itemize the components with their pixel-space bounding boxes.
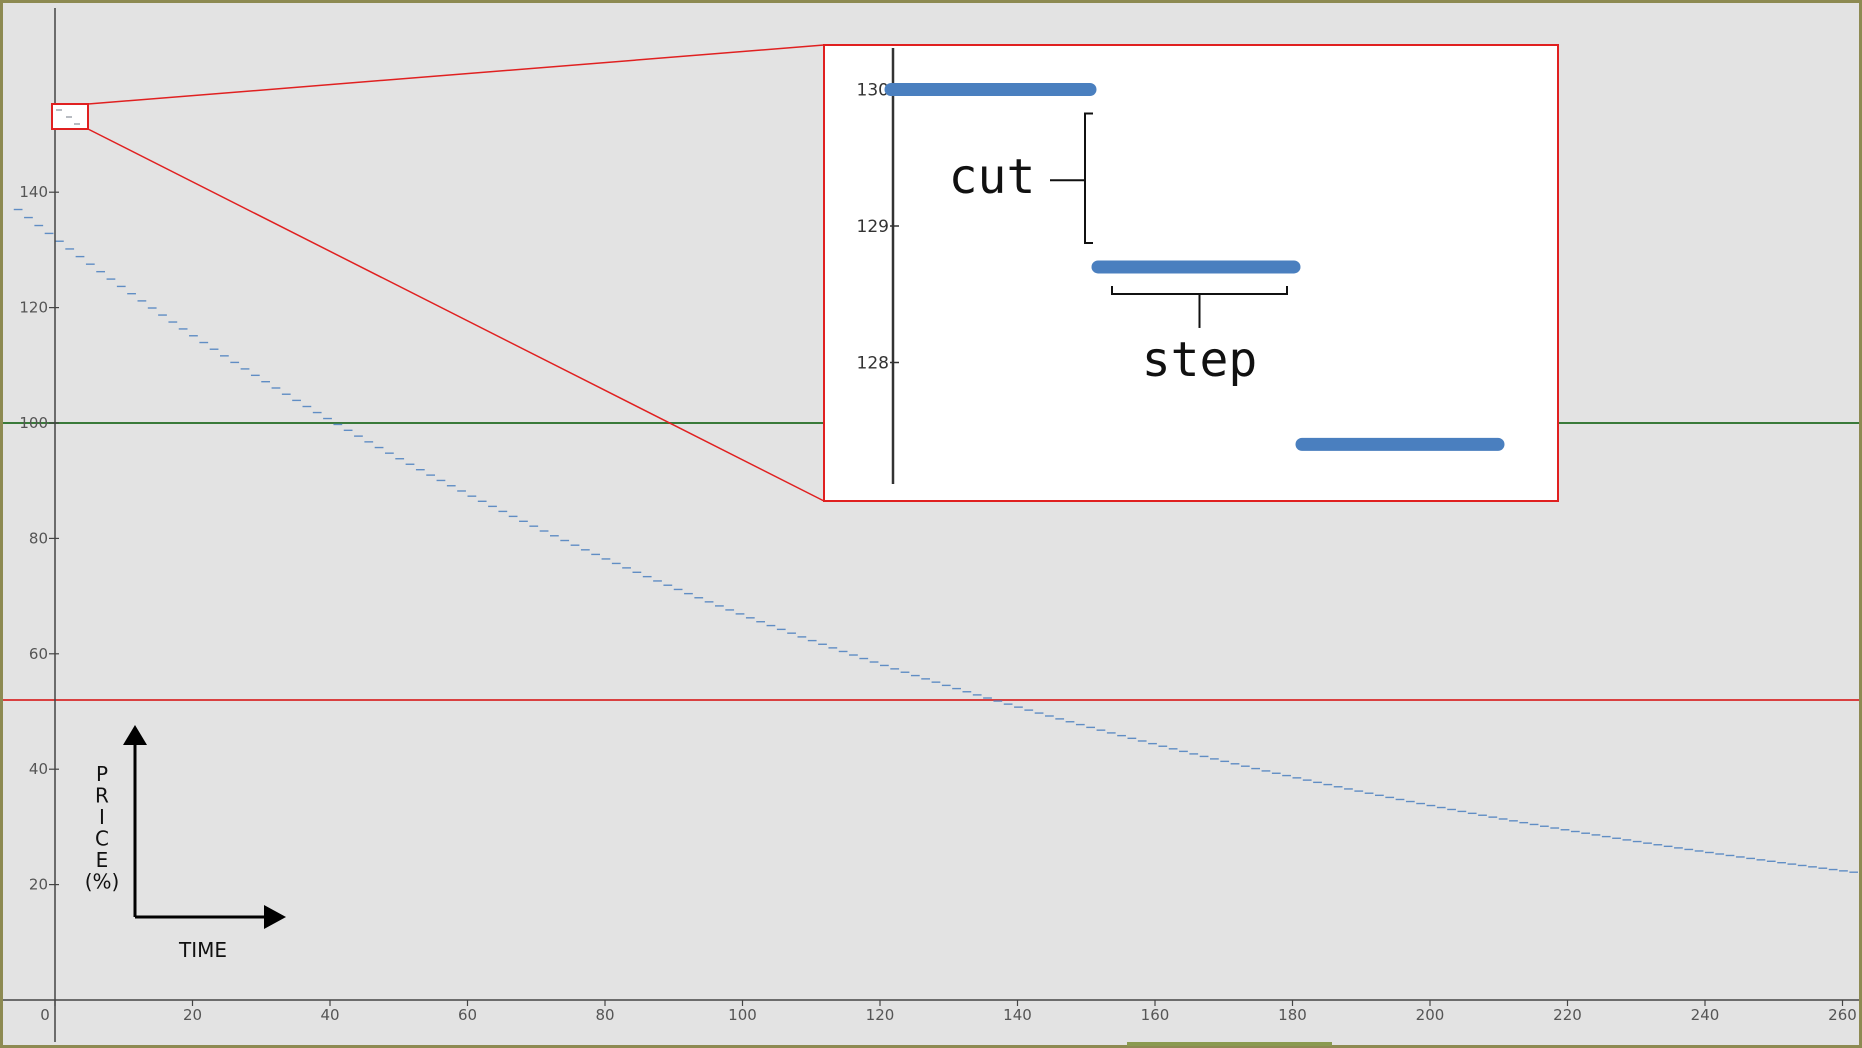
- x-tick-label: 240: [1691, 1006, 1720, 1024]
- legend-x-arrowhead: [264, 905, 286, 929]
- x-tick-label: 0: [40, 1006, 50, 1024]
- y-tick-label: 20: [29, 876, 48, 894]
- x-tick-label: 260: [1828, 1006, 1857, 1024]
- cut-bracket: [1084, 112, 1093, 244]
- inset-y-tick-label: 129: [857, 217, 889, 237]
- x-tick-label: 160: [1141, 1006, 1170, 1024]
- step-annotation: step: [1142, 332, 1258, 388]
- x-tick-label: 40: [320, 1006, 339, 1024]
- x-tick-label: 200: [1416, 1006, 1445, 1024]
- y-axis-label-letter: (%): [85, 870, 120, 894]
- zoom-connector-top: [87, 44, 825, 105]
- inset-y-tick-label: 130: [857, 81, 889, 101]
- x-tick-label: 120: [866, 1006, 895, 1024]
- legend-y-arrowhead: [123, 725, 147, 745]
- x-tick-label: 180: [1278, 1006, 1307, 1024]
- y-tick-label: 120: [19, 299, 48, 317]
- y-tick-label: 40: [29, 760, 48, 778]
- y-axis-label-letter: C: [95, 827, 109, 851]
- x-tick-label: 100: [728, 1006, 757, 1024]
- y-axis-label-letter: R: [95, 784, 109, 808]
- y-tick-label: 60: [29, 645, 48, 663]
- x-tick-label: 140: [1003, 1006, 1032, 1024]
- x-tick-label: 60: [458, 1006, 477, 1024]
- y-tick-label: 140: [19, 183, 48, 201]
- x-axis-label: TIME: [178, 938, 227, 962]
- y-axis-label-letter: I: [99, 805, 105, 829]
- x-tick-label: 20: [183, 1006, 202, 1024]
- x-tick-label: 220: [1553, 1006, 1582, 1024]
- cut-annotation: cut: [949, 149, 1036, 205]
- bottom-scroll-indicator: [1127, 1042, 1332, 1046]
- x-tick-label: 80: [595, 1006, 614, 1024]
- y-tick-label: 100: [19, 414, 48, 432]
- y-axis-label-letter: P: [96, 762, 108, 786]
- y-axis-label-letter: E: [96, 848, 109, 872]
- y-tick-label: 80: [29, 529, 48, 547]
- inset-y-tick-label: 128: [857, 354, 889, 374]
- zoom-connector-bottom: [87, 128, 825, 502]
